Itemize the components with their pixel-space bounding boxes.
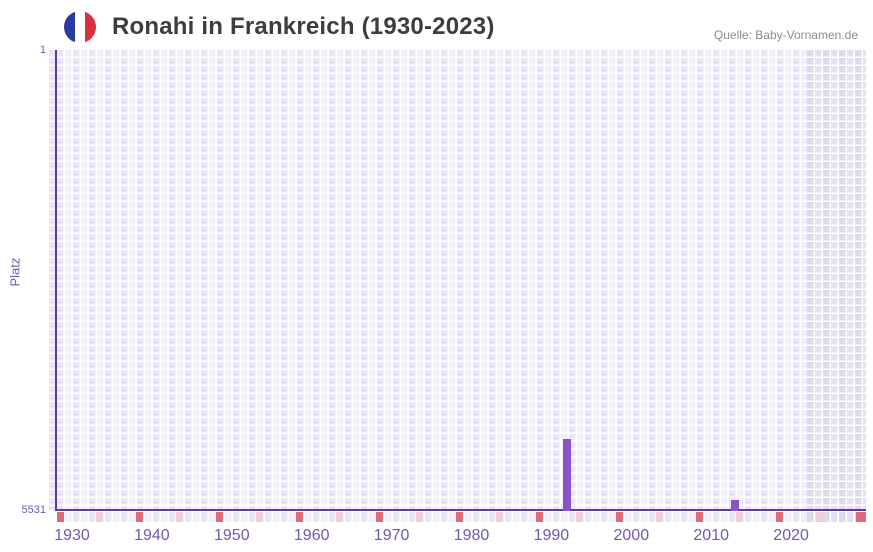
axis-marker-major-2000 <box>615 512 623 522</box>
x-tick-label-1990: 1990 <box>533 527 570 544</box>
x-tick-label-2000: 2000 <box>613 527 650 544</box>
axis-marker-minor-1985 <box>495 512 503 522</box>
x-axis-line <box>55 509 866 511</box>
axis-marker-minor-1965 <box>336 512 344 522</box>
source-link[interactable]: Quelle: Baby-Vornamen.de <box>713 28 858 42</box>
axis-marker-minor-2005 <box>655 512 663 522</box>
rank-bar-1992[interactable] <box>563 439 572 511</box>
future-years-region <box>807 50 866 510</box>
axis-marker-minor-1955 <box>256 512 264 522</box>
axis-marker-minor-2015 <box>735 512 743 522</box>
axis-marker-major-2020 <box>775 512 783 522</box>
axis-marker-minor-1995 <box>575 512 583 522</box>
x-tick-label-2020: 2020 <box>773 527 809 544</box>
axis-marker-major-1950 <box>216 512 224 522</box>
axis-marker-major-1990 <box>535 512 543 522</box>
y-axis-tick-stubs <box>49 50 55 510</box>
x-axis-ribbon-future <box>807 512 866 522</box>
axis-marker-minor-1935 <box>96 512 104 522</box>
axis-marker-minor-1945 <box>176 512 184 522</box>
y-tick-bottom: 5531 <box>21 504 46 516</box>
x-tick-label-1960: 1960 <box>293 527 330 544</box>
axis-marker-major-2010 <box>695 512 703 522</box>
y-axis-title: Platz <box>7 257 23 287</box>
axis-marker-minor-1975 <box>416 512 424 522</box>
x-tick-label-1930: 1930 <box>54 527 90 544</box>
rank-bar-2013[interactable] <box>731 499 740 511</box>
x-tick-label-1980: 1980 <box>453 527 490 544</box>
axis-marker-minor-2025 <box>815 512 823 522</box>
y-axis-line <box>55 50 57 511</box>
france-flag-icon <box>64 11 96 43</box>
x-tick-label-2010: 2010 <box>693 527 729 544</box>
axis-marker-major-1960 <box>296 512 304 522</box>
y-tick-top: 1 <box>39 44 46 56</box>
axis-marker-major-1970 <box>376 512 384 522</box>
plot-area <box>57 50 866 510</box>
axis-marker-major-1980 <box>456 512 463 522</box>
axis-marker-major-1930 <box>56 512 64 522</box>
axis-marker-major-2030 <box>855 512 866 522</box>
x-tick-label-1970: 1970 <box>373 527 410 544</box>
page-title: Ronahi in Frankreich (1930-2023) <box>112 13 495 40</box>
x-tick-label-1940: 1940 <box>134 527 170 544</box>
axis-marker-major-1940 <box>136 512 144 522</box>
x-tick-label-1950: 1950 <box>214 527 250 544</box>
